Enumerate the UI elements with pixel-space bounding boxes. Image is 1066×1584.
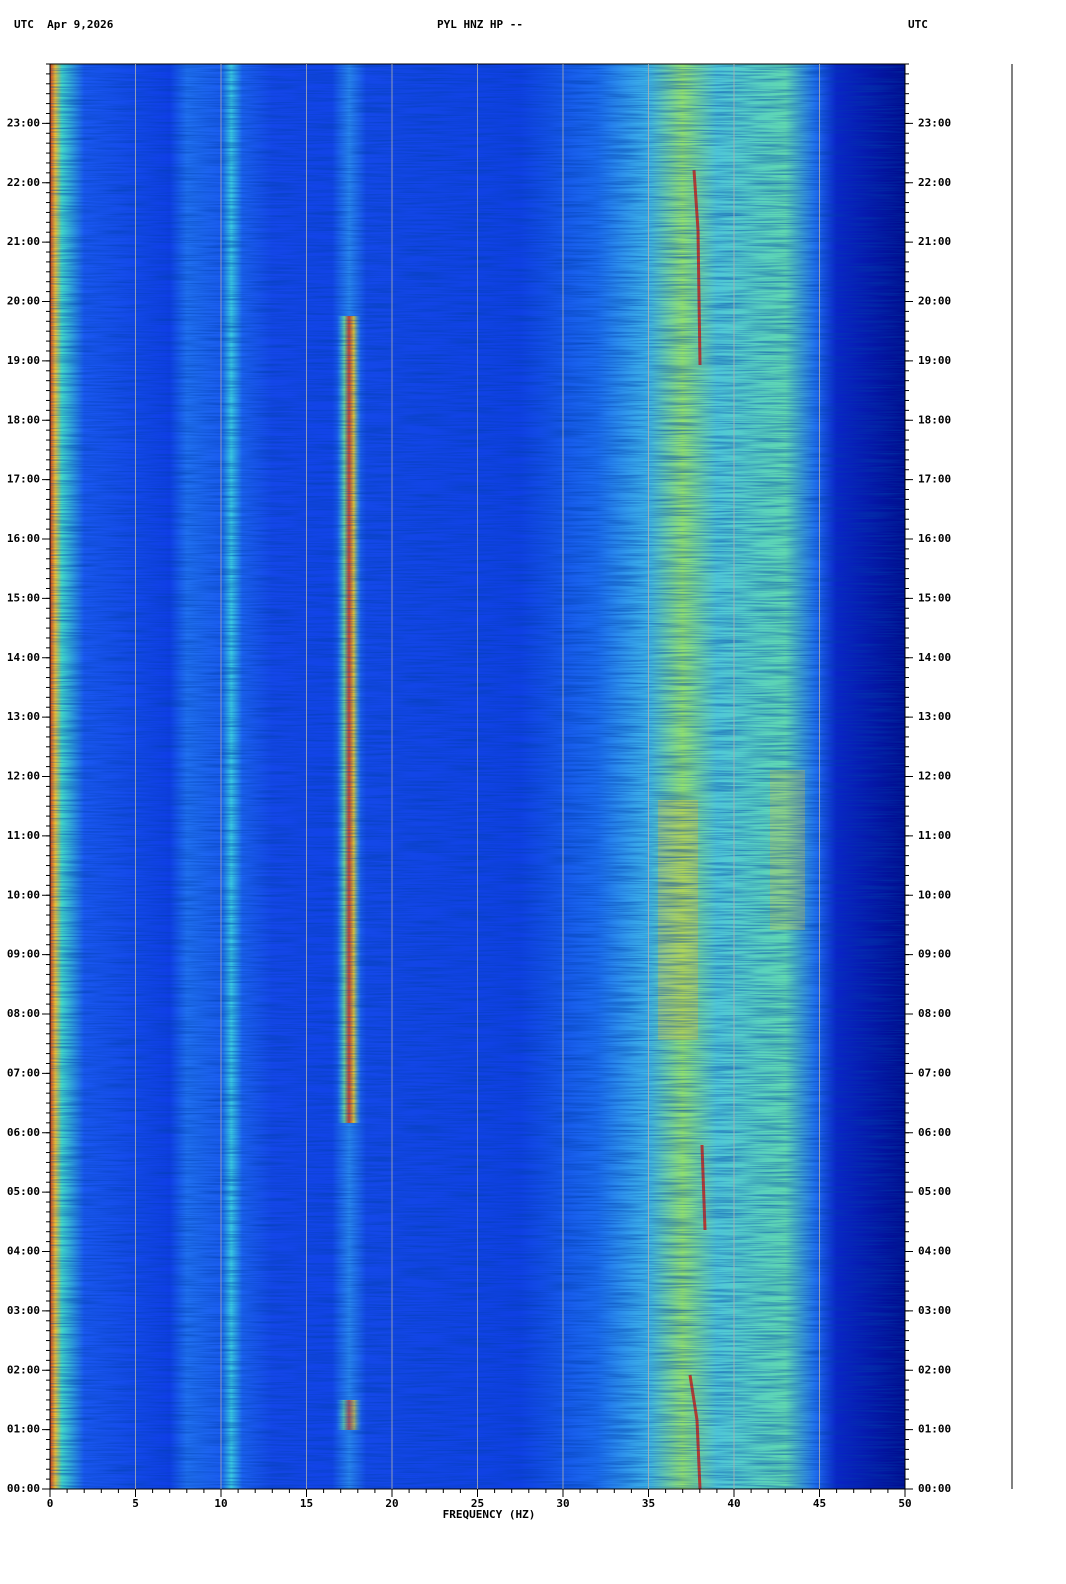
x-tick-label: 10 [214,1497,227,1510]
x-tick-label: 15 [300,1497,313,1510]
y-tick-label: 14:00 [918,651,951,664]
x-tick-label: 40 [727,1497,740,1510]
y-tick-label: 16:00 [918,532,951,545]
x-axis-label: FREQUENCY (HZ) [443,1508,536,1521]
y-tick-label: 22:00 [918,176,951,189]
x-tick-label: 50 [898,1497,911,1510]
y-tick-label: 01:00 [918,1423,951,1436]
y-tick-label: 10:00 [7,888,40,901]
x-tick-label: 30 [556,1497,569,1510]
y-tick-label: 05:00 [918,1185,951,1198]
y-tick-label: 00:00 [918,1482,951,1495]
y-tick-label: 19:00 [918,354,951,367]
y-tick-label: 01:00 [7,1423,40,1436]
y-tick-label: 23:00 [7,116,40,129]
y-tick-label: 20:00 [918,295,951,308]
y-tick-label: 07:00 [918,1066,951,1079]
y-tick-label: 18:00 [918,413,951,426]
y-tick-label: 08:00 [918,1007,951,1020]
y-tick-label: 06:00 [7,1126,40,1139]
y-tick-label: 13:00 [918,710,951,723]
y-tick-label: 12:00 [7,770,40,783]
left-header: UTC Apr 9,2026 [14,18,114,31]
y-tick-label: 02:00 [7,1363,40,1376]
right-header: UTC [908,18,928,31]
y-tick-label: 20:00 [7,295,40,308]
y-tick-label: 09:00 [7,948,40,961]
y-tick-label: 19:00 [7,354,40,367]
y-tick-label: 17:00 [7,473,40,486]
y-tick-label: 11:00 [918,829,951,842]
chart-title: PYL HNZ HP -- [437,18,523,31]
y-tick-label: 02:00 [918,1363,951,1376]
x-tick-label: 35 [642,1497,655,1510]
x-tick-label: 45 [813,1497,826,1510]
y-tick-label: 18:00 [7,413,40,426]
y-tick-label: 08:00 [7,1007,40,1020]
y-tick-label: 17:00 [918,473,951,486]
y-tick-label: 22:00 [7,176,40,189]
y-tick-label: 03:00 [918,1304,951,1317]
y-tick-label: 06:00 [918,1126,951,1139]
x-tick-label: 20 [385,1497,398,1510]
y-tick-label: 10:00 [918,888,951,901]
y-tick-label: 04:00 [918,1245,951,1258]
y-tick-label: 05:00 [7,1185,40,1198]
y-tick-label: 03:00 [7,1304,40,1317]
axes: 0 5 10 15 20 25 30 35 40 45 50 00:00 00:00 01:00 01:00… [7,63,951,1510]
y-tick-label: 13:00 [7,710,40,723]
y-tick-label: 14:00 [7,651,40,664]
y-tick-label: 09:00 [918,948,951,961]
y-tick-label: 12:00 [918,770,951,783]
y-tick-label: 07:00 [7,1066,40,1079]
y-tick-label: 15:00 [918,591,951,604]
y-tick-label: 15:00 [7,591,40,604]
x-tick-label: 25 [471,1497,484,1510]
y-tick-label: 16:00 [7,532,40,545]
x-tick-label: 0 [47,1497,54,1510]
y-tick-label: 21:00 [918,235,951,248]
y-tick-label: 11:00 [7,829,40,842]
y-tick-label: 23:00 [918,116,951,129]
y-tick-label: 04:00 [7,1245,40,1258]
y-tick-label: 21:00 [7,235,40,248]
y-tick-label: 00:00 [7,1482,40,1495]
x-tick-label: 5 [132,1497,139,1510]
